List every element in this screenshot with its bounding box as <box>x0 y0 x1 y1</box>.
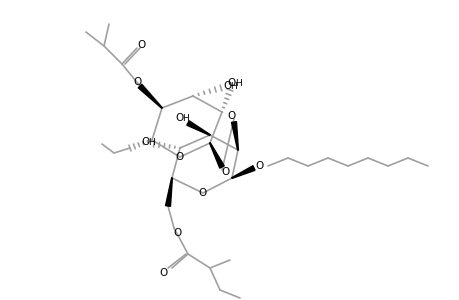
Text: O: O <box>198 188 207 198</box>
Text: O: O <box>141 137 150 147</box>
Text: O: O <box>138 40 146 50</box>
Text: H: H <box>235 79 242 88</box>
Polygon shape <box>165 178 172 206</box>
Text: O: O <box>255 161 263 171</box>
Polygon shape <box>231 122 238 150</box>
Text: O: O <box>160 268 168 278</box>
Polygon shape <box>186 121 210 135</box>
Text: H: H <box>182 113 189 122</box>
Text: O: O <box>227 111 235 121</box>
Text: O: O <box>224 81 232 91</box>
Text: O: O <box>221 167 230 177</box>
Text: O: O <box>174 228 182 238</box>
Text: O: O <box>227 78 235 88</box>
Polygon shape <box>231 166 254 178</box>
Text: O: O <box>134 77 142 87</box>
Text: H: H <box>148 137 155 146</box>
Polygon shape <box>138 84 162 108</box>
Text: H: H <box>230 82 237 91</box>
Polygon shape <box>209 143 224 168</box>
Text: O: O <box>175 113 184 123</box>
Text: O: O <box>175 152 184 162</box>
